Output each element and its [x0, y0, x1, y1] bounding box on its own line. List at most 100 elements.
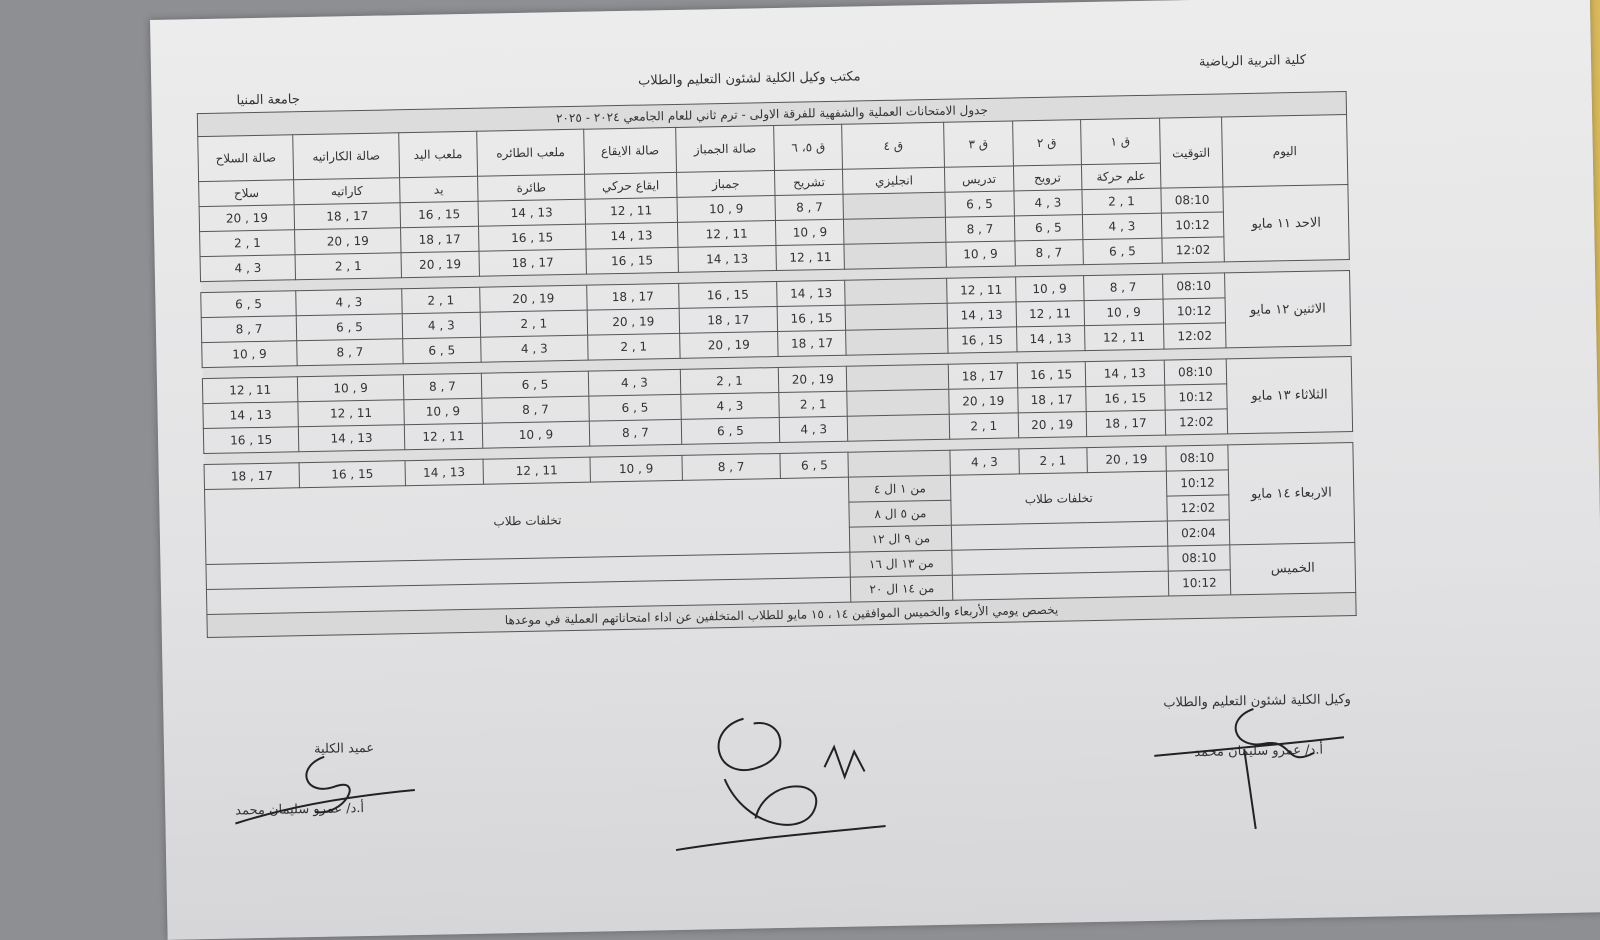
group-cell: 11 , 12 — [584, 197, 678, 225]
document-paper: كلية التربية الرياضية مكتب وكيل الكلية ل… — [150, 0, 1600, 940]
group-cell: 3 , 4 — [680, 392, 780, 420]
group-cell — [843, 217, 947, 245]
group-cell: 13 , 14 — [1016, 325, 1085, 352]
group-cell: 17 , 18 — [1086, 410, 1166, 437]
group-cell: 9 , 10 — [946, 240, 1015, 268]
office-name: مكتب وكيل الكلية لشئون التعليم والطلاب — [637, 69, 861, 89]
time-cell: 12:02 — [1161, 236, 1225, 264]
makeup-label: تخلفات طلاب — [204, 477, 851, 565]
column-header: التوقيت — [1159, 116, 1224, 189]
group-cell: 9 , 10 — [201, 340, 298, 368]
group-cell: 17 , 18 — [678, 306, 778, 334]
group-cell: 15 , 16 — [777, 305, 847, 332]
group-cell: 15 , 16 — [947, 326, 1017, 354]
time-cell: 12:02 — [1163, 322, 1227, 350]
group-cell: 3 , 4 — [950, 448, 1019, 476]
group-cell: 19 , 20 — [199, 204, 295, 232]
group-cell — [846, 364, 949, 392]
group-cell: 15 , 16 — [478, 224, 586, 252]
column-header: ق ٢ — [1012, 119, 1082, 166]
time-cell: 10:12 — [1164, 383, 1228, 411]
group-cell: 7 , 8 — [945, 215, 1015, 243]
group-cell: 9 , 10 — [297, 374, 404, 402]
group-cell: 17 , 18 — [478, 249, 587, 277]
time-cell: 08:10 — [1165, 444, 1229, 472]
group-cell: 3 , 4 — [480, 335, 589, 363]
group-cell: 1 , 2 — [587, 333, 680, 361]
group-cell: 13 , 14 — [677, 245, 777, 273]
group-cell: 11 , 12 — [1084, 324, 1164, 351]
group-cell: 11 , 12 — [482, 457, 591, 485]
group-cell: 7 , 8 — [481, 396, 590, 424]
column-header: ق ٥، ٦ — [773, 124, 843, 171]
group-cell: 17 , 18 — [777, 330, 847, 357]
time-cell: 02:04 — [1167, 519, 1230, 547]
group-cell: 13 , 14 — [477, 199, 586, 227]
group-cell: 7 , 8 — [681, 453, 781, 481]
group-cell: 11 , 12 — [1015, 300, 1085, 327]
range-cell: من ١٤ ال ٢٠ — [850, 575, 953, 603]
column-header: ق ٣ — [943, 120, 1013, 168]
group-cell: 15 , 16 — [1016, 361, 1086, 388]
range-cell: من ٥ ال ٨ — [849, 500, 952, 528]
subject-header: جمباز — [676, 170, 776, 198]
group-cell — [847, 414, 950, 442]
range-cell: من ٩ ال ١٢ — [849, 525, 952, 553]
subject-header: تشريح — [774, 169, 844, 196]
time-cell: 12:02 — [1166, 494, 1230, 522]
group-cell: 19 , 20 — [479, 285, 588, 313]
exam-schedule-document: كلية التربية الرياضية مكتب وكيل الكلية ل… — [196, 52, 1357, 638]
group-cell: 17 , 18 — [948, 362, 1018, 390]
group-cell: 5 , 6 — [780, 452, 849, 479]
group-cell: 7 , 8 — [403, 373, 482, 400]
group-cell — [847, 389, 950, 417]
group-cell — [843, 192, 946, 220]
subject-header: انجليزي — [842, 167, 946, 195]
group-cell: 11 , 12 — [677, 220, 777, 248]
group-cell — [848, 450, 951, 478]
group-cell: 17 , 18 — [400, 226, 479, 253]
subject-header: تدريس — [944, 165, 1014, 193]
group-cell: 9 , 10 — [775, 219, 845, 246]
group-cell: 9 , 10 — [1083, 299, 1164, 326]
group-cell: 15 , 16 — [399, 201, 479, 228]
column-header: صالة السلاح — [197, 134, 294, 182]
group-cell: 5 , 6 — [1082, 238, 1163, 265]
group-cell: 3 , 4 — [588, 369, 681, 397]
group-cell: 1 , 2 — [778, 391, 848, 418]
column-header: ملعب اليد — [398, 131, 478, 178]
time-cell: 10:12 — [1161, 211, 1225, 239]
group-cell: 1 , 2 — [949, 412, 1019, 440]
group-cell: 11 , 12 — [404, 423, 483, 450]
column-header: اليوم — [1221, 114, 1348, 187]
time-cell: 10:12 — [1167, 569, 1231, 597]
column-header: صالة الجمباز — [675, 125, 775, 173]
group-cell: 5 , 6 — [945, 190, 1014, 218]
group-cell: 1 , 2 — [1018, 447, 1088, 474]
time-cell: 10:12 — [1166, 469, 1230, 497]
group-cell: 5 , 6 — [588, 394, 682, 422]
group-cell: 13 , 14 — [202, 401, 299, 429]
range-cell: من ١ ال ٤ — [848, 475, 951, 503]
group-cell: 1 , 2 — [1081, 188, 1162, 215]
group-cell: 5 , 6 — [1013, 214, 1083, 241]
group-cell: 7 , 8 — [1083, 274, 1163, 301]
time-cell: 12:02 — [1164, 408, 1228, 436]
subject-header: ترويح — [1012, 164, 1082, 191]
group-cell: 17 , 18 — [586, 283, 679, 311]
group-cell: 15 , 16 — [1085, 385, 1165, 412]
range-cell: من ١٣ ال ١٦ — [850, 550, 953, 578]
university-name: جامعة المنيا — [236, 92, 300, 109]
time-cell: 08:10 — [1162, 272, 1226, 300]
group-cell: 1 , 2 — [199, 229, 296, 257]
day-cell: الاثنين ١٢ مايو — [1224, 270, 1351, 348]
group-cell: 1 , 2 — [401, 287, 481, 314]
group-cell: 19 , 20 — [400, 251, 480, 278]
group-cell: 7 , 8 — [201, 315, 297, 343]
group-cell: 9 , 10 — [403, 398, 483, 425]
group-cell: 3 , 4 — [779, 416, 849, 443]
column-header: ملعب الطائره — [476, 129, 585, 177]
group-cell: 13 , 14 — [947, 301, 1017, 329]
group-cell: 5 , 6 — [681, 417, 780, 445]
group-cell: 19 , 20 — [1086, 446, 1167, 473]
